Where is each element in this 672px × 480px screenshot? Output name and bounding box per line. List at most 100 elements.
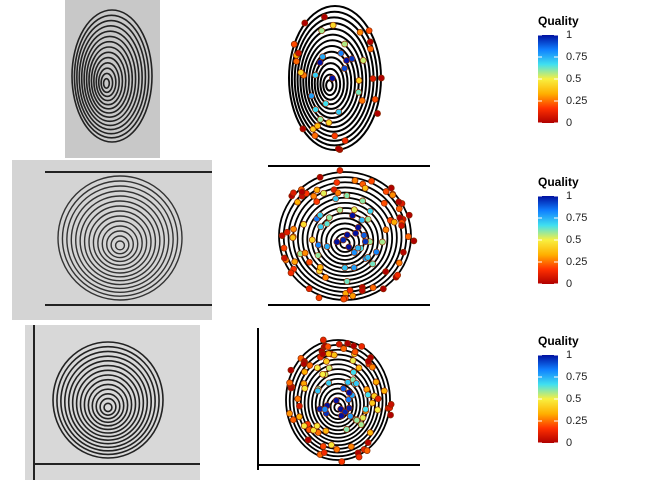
ridge <box>299 27 368 133</box>
minutia <box>354 244 362 252</box>
ridge <box>70 190 170 290</box>
minutia <box>320 189 328 197</box>
minutia <box>334 189 342 197</box>
ridge <box>319 67 342 101</box>
minutia <box>350 368 357 376</box>
minutia <box>345 389 353 396</box>
minutia <box>322 100 330 108</box>
colorbar-label: 0.75 <box>566 51 587 63</box>
minutia <box>345 396 352 403</box>
minutia <box>387 401 395 408</box>
minutia <box>332 195 340 203</box>
ridge <box>110 235 130 255</box>
minutia <box>379 238 386 246</box>
minutia <box>351 348 359 356</box>
colorbar <box>538 35 558 123</box>
minutia <box>329 74 336 82</box>
ridge <box>97 67 117 98</box>
ridge <box>75 369 141 438</box>
ridge <box>100 72 114 94</box>
minutia <box>316 59 324 66</box>
minutia <box>323 243 331 250</box>
minutia <box>343 426 350 433</box>
minutia <box>313 422 321 430</box>
minutia <box>366 207 374 215</box>
minutia <box>287 269 295 277</box>
minutia <box>337 49 345 57</box>
minutia <box>299 125 307 133</box>
minutia <box>286 410 293 417</box>
minutia <box>350 206 358 214</box>
minutia <box>362 405 369 413</box>
minutia <box>289 234 297 241</box>
ridge <box>106 230 134 259</box>
colorbar-label: 0 <box>566 437 572 449</box>
minutia <box>382 268 390 275</box>
minutia <box>355 77 363 84</box>
ridge <box>79 200 161 282</box>
minutia <box>320 449 328 456</box>
colorbar-label: 0.5 <box>566 234 581 246</box>
minutia <box>295 49 302 57</box>
minutia <box>335 145 342 153</box>
ridge <box>290 10 379 147</box>
minutia <box>361 184 369 192</box>
minutia <box>293 58 300 65</box>
ridge <box>307 368 369 439</box>
ridge <box>91 388 125 424</box>
ridge <box>67 360 149 445</box>
minutia <box>280 244 288 252</box>
minutia <box>341 40 349 48</box>
minutia <box>387 411 394 419</box>
minutia <box>368 177 375 185</box>
minutia <box>336 206 344 214</box>
ridge <box>83 378 133 431</box>
minutia <box>349 292 357 300</box>
minutia <box>310 426 317 434</box>
minutia <box>298 188 306 196</box>
minutia <box>374 395 382 403</box>
minutia <box>314 122 321 130</box>
minutia <box>358 216 366 224</box>
minutia <box>405 233 412 240</box>
ridge <box>87 383 129 427</box>
minutia <box>377 74 385 82</box>
minutia <box>316 211 324 219</box>
minutia <box>348 55 356 63</box>
colorbar-label: 0 <box>566 278 572 290</box>
minutia <box>287 366 295 374</box>
minutia <box>295 413 303 421</box>
colorbar-label: 0.75 <box>566 212 587 224</box>
minutia <box>360 231 368 239</box>
minutia <box>369 260 377 268</box>
minutia <box>300 360 308 368</box>
minutia <box>314 241 322 249</box>
ridge <box>85 40 134 118</box>
minutia <box>367 45 374 53</box>
minutia <box>374 110 381 117</box>
ridge <box>318 382 358 428</box>
minutia <box>325 214 333 222</box>
minutia <box>366 429 374 436</box>
minutia <box>301 249 309 257</box>
minutia <box>368 399 376 407</box>
ridge <box>101 225 139 263</box>
legend-title: Quality <box>538 175 579 189</box>
minutia <box>301 19 309 27</box>
minutia <box>283 228 291 236</box>
minutia <box>347 443 355 451</box>
ridge <box>325 79 334 92</box>
minutia <box>324 343 332 351</box>
minutia <box>331 132 339 140</box>
minutia <box>364 254 372 261</box>
minutia <box>380 199 388 207</box>
ridge <box>79 374 137 434</box>
minutia <box>340 385 347 392</box>
minutia <box>343 278 351 285</box>
minutia <box>344 339 351 347</box>
ridge <box>302 33 364 129</box>
ridge <box>316 62 345 106</box>
minutia <box>314 387 322 395</box>
minutia <box>373 248 380 256</box>
minutia <box>405 211 413 219</box>
